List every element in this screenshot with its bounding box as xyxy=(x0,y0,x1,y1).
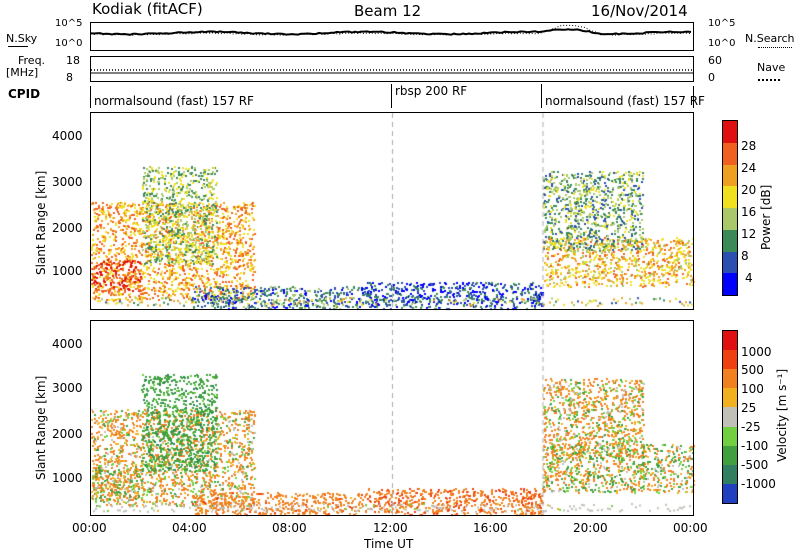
radar-title: Kodiak (fitACF) xyxy=(92,0,203,18)
colorbar-swatch xyxy=(723,251,737,274)
colorbar-swatch xyxy=(723,208,737,230)
colorbar-swatch xyxy=(723,483,737,503)
freq-label: Freq. xyxy=(18,54,46,67)
colorbar-swatch xyxy=(723,369,737,389)
cpid-segment-3: normalsound (fast) 157 RF xyxy=(545,94,705,108)
vel-cbar-tick-m500: -500 xyxy=(741,458,769,472)
power-ylabel: Slant Range [km] xyxy=(34,170,48,275)
nsearch-legend-line xyxy=(758,47,792,48)
velocity-ytick-2000: 2000 xyxy=(52,427,83,441)
power-ytick-3000: 3000 xyxy=(52,175,83,189)
colorbar-swatch xyxy=(723,388,737,408)
power-colorbar xyxy=(722,120,738,296)
power-cbar-tick-4: 4 xyxy=(745,271,753,285)
colorbar-swatch xyxy=(723,273,737,295)
power-cbar-tick-8: 8 xyxy=(741,249,749,263)
colorbar-swatch xyxy=(723,426,737,446)
nave-legend-line xyxy=(758,79,780,81)
xtick-2000: 20:00 xyxy=(573,521,608,535)
velocity-cbar-label: Velocity [m s⁻¹] xyxy=(775,368,789,462)
velocity-ytick-1000: 1000 xyxy=(52,471,83,485)
velocity-panel xyxy=(90,320,694,516)
date-title: 16/Nov/2014 xyxy=(591,2,688,20)
xtick-0800: 08:00 xyxy=(272,521,307,535)
nsky-legend-line xyxy=(8,46,28,47)
vel-cbar-tick-m25: -25 xyxy=(741,420,761,434)
vel-cbar-tick-1000: 1000 xyxy=(741,345,772,359)
colorbar-swatch xyxy=(723,229,737,252)
freq-unit-label: [MHz] xyxy=(6,66,39,79)
power-cbar-tick-20: 20 xyxy=(741,183,757,197)
power-panel xyxy=(90,112,694,310)
nsky-label: N.Sky xyxy=(6,32,38,45)
colorbar-swatch xyxy=(723,464,737,484)
colorbar-swatch xyxy=(723,331,737,351)
nsky-panel xyxy=(90,22,694,51)
power-ytick-1000: 1000 xyxy=(52,264,83,278)
colorbar-swatch xyxy=(723,142,737,165)
cpid-label: CPID xyxy=(8,87,41,101)
colorbar-swatch xyxy=(723,350,737,370)
colorbar-swatch xyxy=(723,186,737,208)
cpid-divider-2 xyxy=(541,84,542,108)
velocity-ytick-4000: 4000 xyxy=(52,337,83,351)
power-ytick-2000: 2000 xyxy=(52,221,83,235)
xtick-0400: 04:00 xyxy=(172,521,207,535)
velocity-ytick-3000: 3000 xyxy=(52,381,83,395)
xtick-0000: 00:00 xyxy=(72,521,107,535)
nave-label: Nave xyxy=(757,61,786,74)
cpid-segment-2: rbsp 200 RF xyxy=(395,84,468,98)
vel-cbar-tick-100: 100 xyxy=(741,382,764,396)
freq-panel xyxy=(90,56,694,82)
power-cbar-tick-12: 12 xyxy=(741,227,757,241)
nsky-tick-bottom: 10^0 xyxy=(55,38,83,49)
xtick-1600: 16:00 xyxy=(473,521,508,535)
velocity-colorbar xyxy=(722,330,738,504)
freq-tick-bottom: 8 xyxy=(66,71,73,84)
colorbar-swatch xyxy=(723,164,737,187)
colorbar-swatch xyxy=(723,445,737,465)
vel-cbar-tick-500: 500 xyxy=(741,363,764,377)
cpid-segment-1: normalsound (fast) 157 RF xyxy=(94,94,254,108)
power-cbar-label: Power [dB] xyxy=(759,184,773,250)
nsky-tick-top: 10^5 xyxy=(55,18,83,29)
nsky-series xyxy=(91,28,692,36)
vel-cbar-tick-25: 25 xyxy=(741,401,757,415)
nsearch-label: N.Search xyxy=(745,32,795,45)
xtick-1200: 12:00 xyxy=(373,521,408,535)
xtick-2400: 00:00 xyxy=(673,521,708,535)
colorbar-swatch xyxy=(723,121,737,143)
nsearch-tick-bottom: 10^0 xyxy=(708,38,736,49)
power-ytick-4000: 4000 xyxy=(52,129,83,143)
nsearch-tick-top: 10^5 xyxy=(708,18,736,29)
freq-tick-top: 18 xyxy=(66,54,80,67)
xaxis-label: Time UT xyxy=(364,537,414,551)
beam-title: Beam 12 xyxy=(354,2,422,20)
velocity-ylabel: Slant Range [km] xyxy=(34,375,48,480)
nave-tick-bottom: 0 xyxy=(708,71,715,84)
colorbar-swatch xyxy=(723,407,737,427)
nave-tick-top: 60 xyxy=(708,54,722,67)
power-cbar-tick-16: 16 xyxy=(741,205,757,219)
cpid-row xyxy=(90,86,694,108)
vel-cbar-tick-m100: -100 xyxy=(741,439,769,453)
power-cbar-tick-28: 28 xyxy=(741,139,757,153)
vel-cbar-tick-m1000: -1000 xyxy=(741,477,776,491)
cpid-divider-1 xyxy=(391,84,392,108)
power-cbar-tick-24: 24 xyxy=(741,161,757,175)
